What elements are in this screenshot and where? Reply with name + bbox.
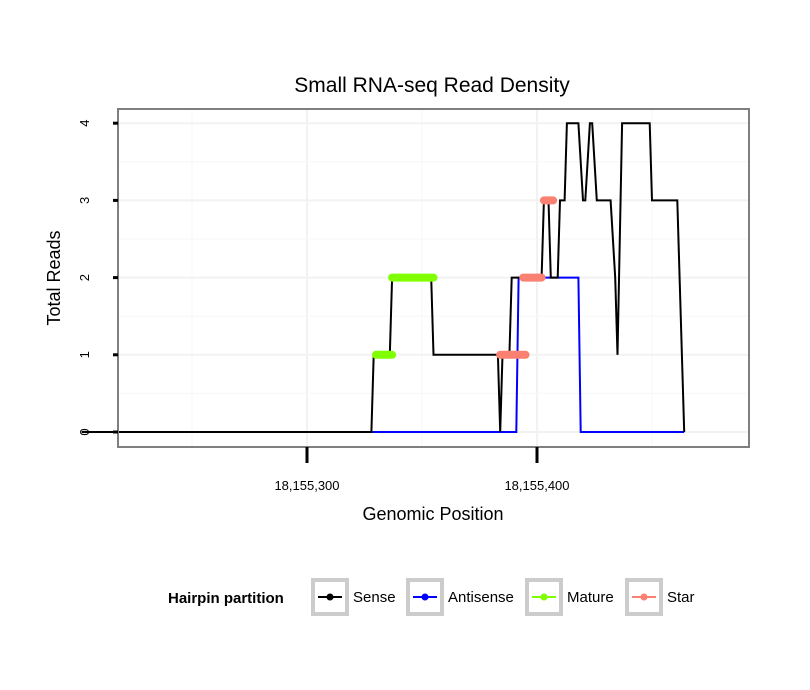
legend-label-star: Star [667,589,695,606]
series-line-sense [81,122,686,433]
legend-key-dot-mature [540,593,548,601]
y-tick-label-2: 2 [77,274,92,281]
chart-title: Small RNA-seq Read Density [294,74,570,97]
legend: Hairpin partition Sense Antisense Mature St… [168,578,695,616]
legend-label-sense: Sense [353,589,396,606]
legend-title: Hairpin partition [168,590,284,607]
y-tick-label-1: 1 [77,351,92,358]
legend-key-dot-sense [326,593,334,601]
y-axis-label: Total Reads [44,230,64,325]
y-tick-label-4: 4 [77,120,92,127]
x-tick-label-1: 18,155,400 [504,478,569,493]
legend-key-dot-antisense [421,593,429,601]
y-tick-label-0: 0 [77,428,92,435]
legend-key-dot-star [640,593,648,601]
y-tick-label-3: 3 [77,197,92,204]
legend-label-antisense: Antisense [448,589,514,606]
x-axis: 18,155,300 18,155,400 [274,447,570,493]
y-axis: 0 1 2 3 4 [77,120,118,436]
series-line-antisense [371,276,685,433]
x-tick-label-0: 18,155,300 [274,478,339,493]
series-layer [81,122,686,433]
x-axis-label: Genomic Position [362,504,503,524]
legend-label-mature: Mature [567,589,614,606]
